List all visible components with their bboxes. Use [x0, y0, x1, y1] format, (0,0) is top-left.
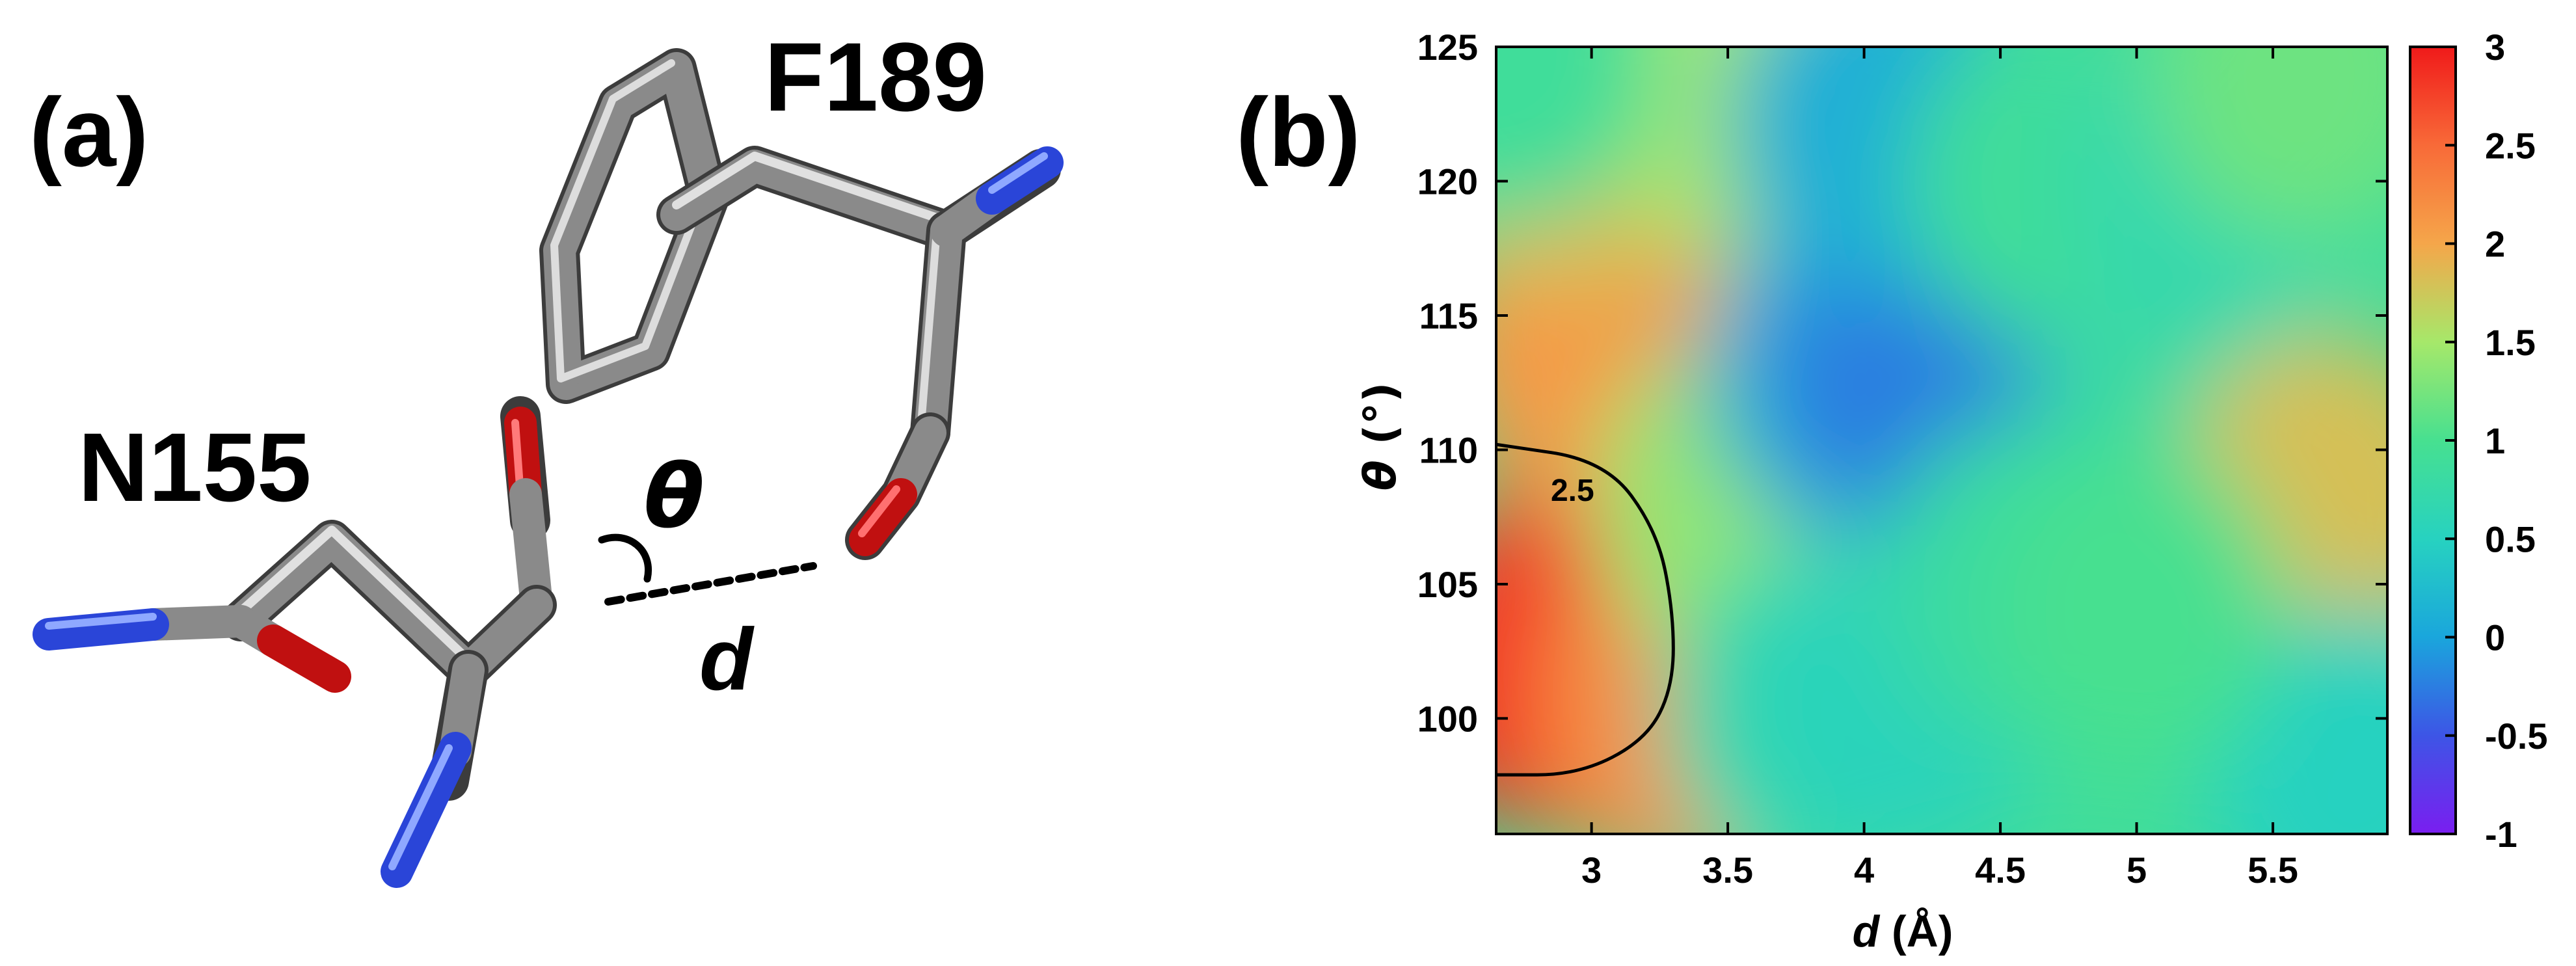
- residue-label-n155: N155: [78, 412, 312, 522]
- panel-b-label: (b): [1236, 77, 1361, 187]
- colorbar-tick-label: -0.5: [2485, 716, 2548, 757]
- contour-label: 2.5: [1551, 474, 1594, 508]
- y-axis: 100 105 110 115 120 125: [1417, 27, 2387, 739]
- x-tick-label: 5.5: [2247, 850, 2298, 891]
- colorbar-tick-label: 2.5: [2485, 125, 2536, 166]
- y-tick-label: 105: [1417, 564, 1478, 605]
- hbond-dashed-line: [604, 562, 817, 606]
- f189-chain: [656, 146, 1064, 560]
- x-tick-label: 5: [2127, 850, 2147, 891]
- x-tick-label: 3: [1581, 850, 1602, 891]
- molecule: [33, 48, 1064, 888]
- residue-label-f189: F189: [764, 22, 987, 131]
- distance-label: d: [699, 610, 755, 708]
- colorbar-tick-label: 0: [2485, 617, 2505, 658]
- heatmap-region-19: [1987, 442, 2287, 781]
- x-axis: 3 3.5 4 4.5 5 5.5: [1581, 47, 2298, 891]
- plot-frame: [1495, 46, 2389, 835]
- colorbar-ticks: -1 -0.5 0 0.5 1 1.5 2 2.5 3: [2445, 27, 2548, 855]
- colorbar-tick-label: 3: [2485, 27, 2505, 68]
- heatmap: 2.5: [1495, 46, 2389, 835]
- x-axis-symbol: d: [1853, 907, 1881, 956]
- y-axis-symbol: θ: [1355, 460, 1406, 490]
- n155-chain: [33, 396, 557, 888]
- colorbar-tick-label: 1.5: [2485, 322, 2536, 363]
- x-tick-label: 4: [1854, 850, 1874, 891]
- x-axis-label: d (Å): [1853, 907, 1953, 956]
- contour-line-2-5: [1496, 442, 1675, 777]
- panel-a: (a) F189 N155: [29, 22, 1064, 888]
- y-tick-label: 125: [1417, 27, 1478, 68]
- panel-b: (b) 2.5 3 3.5 4 4.5 5 5.5 100105110115120125 …: [1236, 27, 2548, 956]
- y-tick-label: 115: [1419, 295, 1478, 336]
- heatmap-regions: [1496, 47, 2387, 834]
- heatmap-region-18: [2151, 47, 2387, 243]
- x-axis-unit: (Å): [1892, 907, 1953, 956]
- colorbar-tick-label: 2: [2485, 224, 2505, 265]
- angle-arc: [598, 533, 652, 583]
- heatmap-region-20: [1496, 47, 1659, 230]
- y-tick-label: 120: [1417, 161, 1478, 202]
- angle-label: θ: [644, 446, 704, 548]
- colorbar-tick-label: 0.5: [2485, 518, 2536, 559]
- y-tick-label: 110: [1419, 429, 1478, 470]
- x-tick-label: 4.5: [1975, 850, 2026, 891]
- y-axis-unit: (°): [1355, 382, 1406, 445]
- y-axis-label: θ (°): [1355, 382, 1406, 491]
- panel-a-label: (a): [29, 77, 148, 187]
- colorbar-tick-label: 1: [2485, 420, 2505, 461]
- x-tick-label: 3.5: [1702, 850, 1753, 891]
- colorbar: -1 -0.5 0 0.5 1 1.5 2 2.5 3: [2409, 27, 2548, 855]
- y-tick-label: 100: [1417, 698, 1478, 739]
- colorbar-tick-label: -1: [2485, 814, 2517, 855]
